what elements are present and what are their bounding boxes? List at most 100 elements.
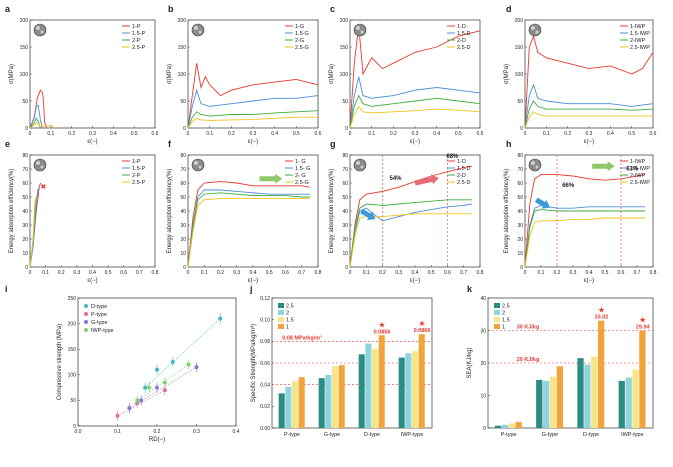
legend-entry: 2.5 xyxy=(286,304,294,310)
y-tick-label: 20 xyxy=(517,237,523,243)
p-lattice-icon xyxy=(33,158,47,172)
x-tick-label: 0.3 xyxy=(73,270,80,276)
series-line-2- G xyxy=(187,192,310,268)
series-line-1.5-P xyxy=(29,104,43,129)
y-tick-label: 150 xyxy=(20,45,29,51)
x-tick-label: 0.4 xyxy=(433,131,440,137)
panel-f: 0 0.1 0.2 0.3 0.4 0.5 0.6 0.7 0.8 0 10 20 30 40 50 60 70… xyxy=(167,139,322,284)
y-tick-label: 200 xyxy=(340,18,349,24)
legend-entry: 1.5 xyxy=(286,318,294,324)
y-tick-label: 80 xyxy=(22,153,28,159)
legend-entry: 1 xyxy=(286,325,289,331)
block-arrow-annotation xyxy=(534,197,551,209)
legend-entry: 1-P xyxy=(132,159,141,165)
block-arrow xyxy=(534,197,551,209)
series-line-1-IWP xyxy=(524,34,654,129)
g-lattice-icon-body xyxy=(191,158,205,172)
bar-1-G-type xyxy=(338,365,345,428)
x-tick-label: 0.5 xyxy=(602,270,609,276)
x-tick-label: 0 xyxy=(349,131,352,137)
x-tick-label: 0.6 xyxy=(315,131,322,137)
x-tick-label: 0.4 xyxy=(586,270,593,276)
legend-swatch xyxy=(494,324,500,329)
x-tick-label: 0.2 xyxy=(379,270,386,276)
series-line-1-D xyxy=(349,165,472,268)
star-value-label: 0.0866 xyxy=(414,328,431,334)
x-axis-label: ε(−) xyxy=(87,139,97,145)
series-line-1-G xyxy=(187,63,319,129)
legend-swatch xyxy=(494,310,500,315)
y-tick-label: 30 xyxy=(480,328,486,334)
p-lattice-icon-hole xyxy=(36,161,40,165)
y-tick-label: 50 xyxy=(180,195,186,201)
series-line-1.5-D xyxy=(349,203,472,268)
legend-entry: 1.5 xyxy=(502,318,510,324)
panel-h: 0 0.1 0.2 0.3 0.4 0.5 0.6 0.7 0.8 0 10 20 30 40 50 60 70… xyxy=(504,139,657,284)
series-line-2-IWP xyxy=(524,100,654,129)
x-tick-label: 0.3 xyxy=(250,131,257,137)
g-lattice-icon-hole xyxy=(194,161,198,165)
iwp-lattice-icon-hole xyxy=(531,161,535,165)
g-lattice-icon xyxy=(191,23,205,37)
y-axis-label: σ(MPa) xyxy=(9,64,15,84)
legend-swatch xyxy=(278,324,284,329)
legend-entry: D-type xyxy=(91,304,107,310)
y-axis-label: σ(MPa) xyxy=(504,64,510,84)
x-tick-label: 0.4 xyxy=(412,270,419,276)
y-axis-label: σ(MPa) xyxy=(329,64,335,84)
panel-b: 0 0.1 0.2 0.3 0.4 0.5 0.6 0 50 100 150 200 ε(−) σ(MPa… xyxy=(167,4,322,145)
y-tick-label: 150 xyxy=(340,45,349,51)
scatter-point-G-type xyxy=(155,385,159,390)
y-tick-label: 10 xyxy=(342,251,348,257)
x-tick-label: 0.1 xyxy=(538,270,545,276)
y-tick-label: 40 xyxy=(22,209,28,215)
reference-label: 20 KJ/kg xyxy=(517,357,540,363)
legend-entry: 2-P xyxy=(132,38,141,44)
y-axis-label: Energy absorption efficiency(%) xyxy=(329,169,335,254)
legend-entry: 2.5-IWP xyxy=(630,45,650,51)
y-tick-label: 0.12 xyxy=(260,296,270,302)
bar-2.5-D-type xyxy=(577,358,584,428)
y-tick-label: 150 xyxy=(68,347,77,353)
y-tick-label: 70 xyxy=(180,167,186,173)
series-line-1.5-IWP xyxy=(524,83,654,129)
legend-swatch xyxy=(278,317,284,322)
bar-1-G-type xyxy=(556,366,564,428)
bar-1-D-type xyxy=(598,320,605,428)
legend-entry: 1-IWP xyxy=(630,159,646,165)
x-tick-label: 0.2 xyxy=(554,270,561,276)
star-icon: ★ xyxy=(598,306,605,315)
series-line-1-IWP xyxy=(524,174,646,268)
panel-letter: g xyxy=(330,139,336,149)
legend-entry: G-type xyxy=(91,320,108,326)
legend-marker xyxy=(84,312,88,316)
y-axis-label: Energy absorption efficiency(%) xyxy=(167,169,173,254)
x-tick-label: 0.1 xyxy=(201,270,208,276)
efficiency-annotation: 68% xyxy=(446,154,459,160)
failure-cross-icon: ✖ xyxy=(40,184,46,191)
x-tick-label: 0.7 xyxy=(460,270,467,276)
panel-d: 0 0.1 0.2 0.3 0.4 0.5 0.6 0 50 100 150 200 ε(−) σ(MPa… xyxy=(504,4,657,145)
legend-entry: 2-P xyxy=(132,173,141,179)
x-axis-label: ε(−) xyxy=(410,139,420,145)
y-tick-label: 50 xyxy=(342,99,348,105)
scatter-point-D-type xyxy=(155,367,159,372)
legend-entry: 1.5-P xyxy=(132,166,145,172)
panel-letter: c xyxy=(330,4,335,14)
y-tick-label: 20 xyxy=(22,237,28,243)
y-tick-label: 200 xyxy=(178,18,187,24)
y-tick-label: 50 xyxy=(517,99,523,105)
legend-entry: 2-D xyxy=(457,38,466,44)
y-tick-label: 20 xyxy=(180,237,186,243)
y-tick-label: 100 xyxy=(20,72,29,78)
g-lattice-icon-hole xyxy=(198,30,202,34)
x-tick-label: 0.2 xyxy=(564,131,571,137)
legend-entry: 2.5-P xyxy=(132,45,145,51)
legend-marker xyxy=(84,304,88,308)
y-tick-label: 50 xyxy=(180,99,186,105)
category-label: IWP-type xyxy=(401,432,424,438)
bar-2.5-IWP-type xyxy=(618,380,625,428)
y-tick-label: 200 xyxy=(515,18,524,24)
legend-entry: 1-G xyxy=(295,24,304,30)
x-tick-label: 0.2 xyxy=(217,270,224,276)
